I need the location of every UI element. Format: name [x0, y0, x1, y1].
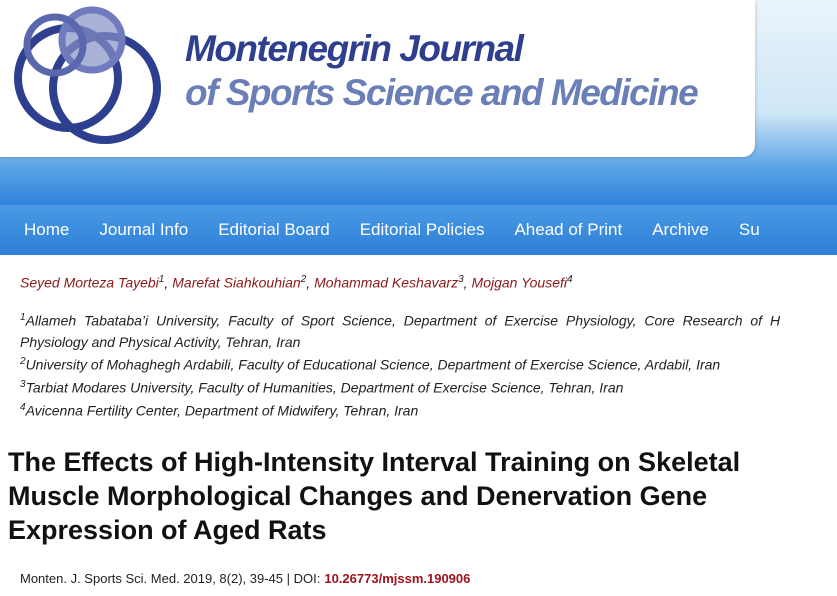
author-name[interactable]: Marefat Siahkouhian — [172, 274, 301, 291]
affiliation-sup: 3 — [20, 379, 26, 390]
nav-bar: Home Journal Info Editorial Board Editorial… — [0, 205, 837, 255]
affiliation-sup: 1 — [20, 312, 26, 323]
article-title: The Effects of High-Intensity Interval T… — [8, 447, 741, 545]
logo-ring — [23, 13, 87, 77]
nav-link[interactable]: Archive — [652, 220, 709, 239]
nav-link[interactable]: Editorial Policies — [359, 220, 485, 239]
affiliation-line: 1Allameh Tabataba’i University, Faculty … — [20, 312, 780, 329]
citation-text: Monten. J. Sports Sci. Med. 2019, 8(2), … — [20, 571, 321, 586]
affiliation-sup: 2 — [20, 356, 26, 367]
nav-link[interactable]: Ahead of Print — [514, 220, 623, 239]
delimiter: , — [306, 274, 311, 291]
affiliation-text: Allameh Tabataba’i University, Faculty o… — [25, 312, 781, 329]
affiliation-text: Tarbiat Modares University, Faculty of H… — [25, 379, 624, 396]
delimiter: , — [463, 274, 468, 291]
logo — [14, 6, 161, 144]
nav-link[interactable]: Home — [24, 220, 70, 239]
affiliation-line: 2University of Mohaghegh Ardabili, Facul… — [20, 356, 720, 373]
author-name[interactable]: Mojgan Yousefi — [471, 274, 568, 291]
affiliation-text: Avicenna Fertility Center, Department of… — [25, 402, 419, 419]
journal-subtitle: of Sports Science and Medicine — [185, 72, 699, 113]
author-sup: 3 — [458, 274, 464, 285]
doi-link[interactable]: 10.26773/mjssm.190906 — [324, 571, 471, 586]
author-sup: 4 — [567, 274, 573, 285]
delimiter: , — [164, 274, 169, 291]
header-box: Montenegrin Journal of Sports Science an… — [0, 0, 755, 157]
nav-link[interactable]: Su — [738, 220, 760, 239]
affiliation-text: Physiology and Physical Activity, Tehran… — [20, 334, 301, 350]
nav-link[interactable]: Journal Info — [99, 220, 189, 239]
affiliation-line: 3Tarbiat Modares University, Faculty of … — [20, 379, 623, 396]
journal-title: Montenegrin Journal — [185, 28, 524, 69]
affiliation-line: Physiology and Physical Activity, Tehran… — [20, 334, 300, 350]
affiliation-text: University of Mohaghegh Ardabili, Facult… — [25, 356, 721, 373]
nav-link[interactable]: Editorial Board — [218, 220, 330, 239]
author-name[interactable]: Mohammad Keshavarz — [314, 274, 459, 291]
author-sup: 1 — [158, 274, 165, 285]
affiliation-line: 4Avicenna Fertility Center, Department o… — [20, 402, 418, 419]
header-band: Montenegrin Journal of Sports Science an… — [0, 0, 837, 205]
author-name[interactable]: Seyed Morteza Tayebi — [20, 274, 159, 291]
authors: Seyed Morteza Tayebi1, Marefat Siahkouhia… — [20, 274, 573, 291]
author-sup: 2 — [300, 274, 307, 285]
affiliation-sup: 4 — [20, 402, 26, 413]
citation: Monten. J. Sports Sci. Med. 2019, 8(2), … — [20, 571, 470, 586]
